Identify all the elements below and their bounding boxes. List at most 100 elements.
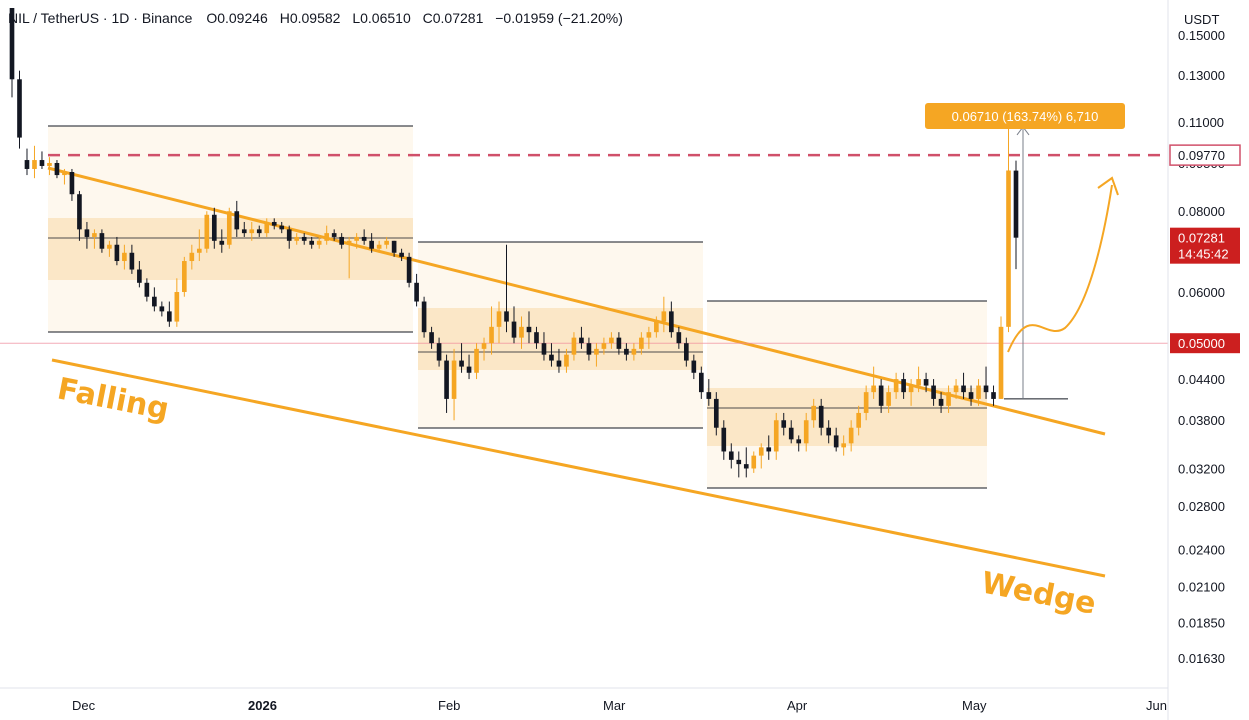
- candle-body: [811, 405, 817, 421]
- support-tag: 0.05000: [1170, 333, 1240, 354]
- price-tick-5: 0.06000: [1178, 285, 1225, 300]
- candle-body: [62, 172, 67, 176]
- candle-body: [751, 455, 757, 469]
- candle-body: [931, 385, 936, 399]
- candle-body: [496, 311, 502, 327]
- candle-body: [976, 385, 981, 399]
- candle-body: [886, 392, 891, 406]
- candle-body: [32, 160, 37, 169]
- range-box-3-value-area: [707, 388, 987, 446]
- measure-label: 0.06710 (163.74%) 6,710: [952, 109, 1099, 124]
- time-tick-feb: Feb: [438, 698, 460, 713]
- range-boxes: [48, 125, 987, 489]
- candle-body: [893, 379, 899, 393]
- projection-arrow-icon: [1007, 184, 1113, 353]
- candle-body: [669, 311, 674, 333]
- candle-body: [564, 354, 569, 367]
- resistance-tag-label: 0.09770: [1178, 148, 1225, 163]
- candle-body: [99, 233, 105, 249]
- candle-body: [504, 311, 509, 322]
- candle-body: [459, 360, 464, 367]
- candle-body: [391, 240, 397, 253]
- candle-body: [167, 311, 172, 322]
- candle-body: [946, 392, 951, 406]
- candle-body: [354, 236, 359, 241]
- candle-body: [736, 459, 742, 465]
- candle-body: [968, 392, 974, 399]
- candle-body: [863, 392, 869, 413]
- time-axis[interactable]: Dec 2026 Feb Mar Apr May Jun: [0, 687, 1168, 713]
- symbol-legend: NIL / TetherUS · 1D · Binance O0.09246 H…: [8, 10, 631, 30]
- candle-body: [856, 412, 861, 428]
- candle-body: [661, 311, 667, 322]
- candle-body: [219, 240, 225, 245]
- candle-body: [369, 240, 374, 249]
- candle-body: [279, 225, 285, 230]
- measure-tool: 0.06710 (163.74%) 6,710: [925, 103, 1125, 400]
- candle-body: [826, 427, 832, 436]
- candle-body: [182, 261, 187, 293]
- resistance-tag-box: [1169, 144, 1241, 166]
- candle-body: [788, 427, 794, 440]
- time-tick-2026: 2026: [248, 698, 277, 713]
- candle-body: [519, 326, 524, 338]
- candle-body: [399, 252, 404, 257]
- time-tick-dec: Dec: [72, 698, 96, 713]
- high-label: H: [279, 10, 290, 26]
- candle-body: [226, 211, 232, 245]
- price-axis-currency: USDT: [1184, 12, 1219, 27]
- candle-body: [676, 332, 682, 344]
- candle-body: [698, 372, 704, 393]
- candle-body: [961, 385, 966, 393]
- candle-body: [47, 162, 52, 166]
- price-tick-8: 0.03200: [1178, 461, 1225, 476]
- candle-body: [137, 269, 142, 283]
- projection-arrowhead-icon: [1097, 176, 1119, 196]
- candle-body: [384, 240, 389, 245]
- open-label: O: [206, 10, 218, 26]
- price-tick-4: 0.08000: [1178, 204, 1225, 219]
- candle-body: [833, 435, 839, 448]
- candle-body: [1006, 170, 1011, 327]
- candle-body: [69, 172, 75, 195]
- candle-body: [107, 244, 112, 249]
- candle-body: [301, 236, 307, 241]
- candle-body: [211, 214, 217, 241]
- measure-label-box: [925, 103, 1125, 129]
- candle-body: [766, 447, 772, 452]
- candle-body: [841, 443, 846, 448]
- candle-body: [773, 420, 779, 452]
- price-axis[interactable]: USDT 0.150000.130000.110000.095000.08000…: [1167, 0, 1241, 720]
- support-tag-label: 0.05000: [1178, 336, 1225, 351]
- wedge-upper-line: [47, 166, 1106, 436]
- candle-body: [346, 240, 352, 245]
- candle-body: [706, 392, 712, 399]
- price-tick-10: 0.02400: [1178, 542, 1225, 557]
- candle-body: [204, 214, 210, 249]
- current-price-tag: 0.07281 14:45:42: [1170, 227, 1240, 264]
- candle-body: [414, 282, 419, 302]
- wedge-label: Wedge: [978, 565, 1098, 621]
- time-tick-apr: Apr: [787, 698, 808, 713]
- countdown-label: 14:45:42: [1178, 247, 1229, 262]
- candle-body: [684, 343, 689, 361]
- candle-body: [728, 451, 734, 460]
- candle-body: [241, 229, 247, 234]
- support-tag-box: [1170, 333, 1240, 354]
- low-label: L: [352, 10, 361, 26]
- price-tick-0: 0.15000: [1178, 28, 1225, 43]
- candle-body: [616, 337, 622, 349]
- candle-body: [256, 229, 262, 234]
- candle-body: [923, 379, 929, 386]
- candle-body: [286, 229, 292, 241]
- time-tick-may: May: [962, 698, 987, 713]
- candle-body: [691, 360, 697, 373]
- candle-body: [991, 392, 996, 399]
- candle-body: [953, 385, 959, 393]
- candle-body: [654, 321, 659, 333]
- close-label: C: [422, 10, 433, 26]
- range-box-2-value-area: [418, 308, 703, 370]
- candle-body: [781, 420, 787, 428]
- candle-body: [848, 427, 854, 444]
